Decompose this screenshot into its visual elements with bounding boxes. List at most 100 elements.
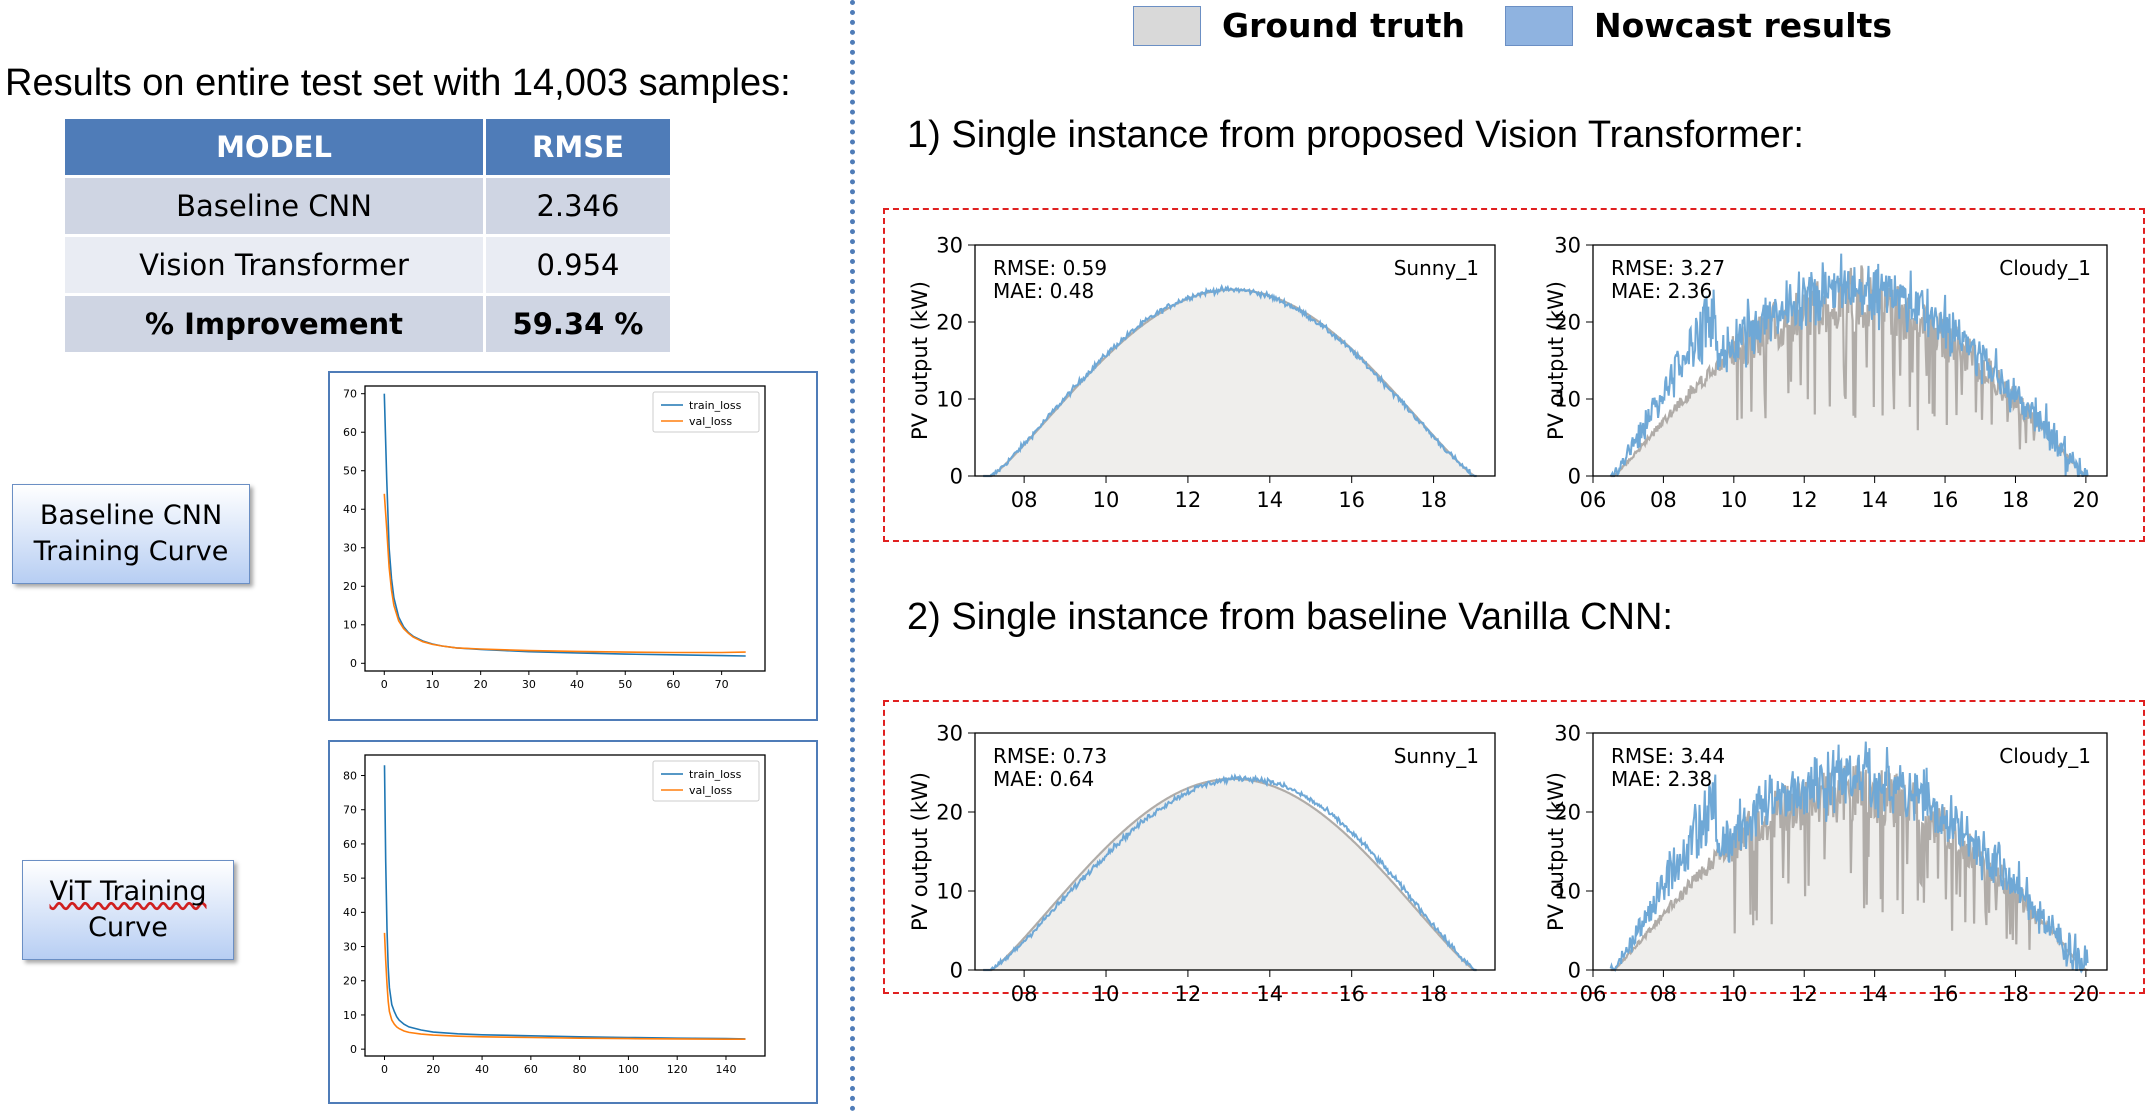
x-tick-label: 18 bbox=[1420, 488, 1447, 512]
y-tick-label: 20 bbox=[936, 310, 963, 334]
cell-model: Vision Transformer bbox=[65, 237, 483, 293]
y-tick-label: 70 bbox=[343, 388, 357, 401]
label-line: Training Curve bbox=[33, 536, 229, 567]
legend-swatch-nowcast bbox=[1505, 6, 1573, 46]
x-tick-label: 14 bbox=[1256, 488, 1283, 512]
plot-frame bbox=[364, 385, 766, 672]
y-tick-label: 30 bbox=[936, 721, 963, 745]
x-tick-label: 18 bbox=[2002, 982, 2029, 1006]
results-heading: Results on entire test set with 14,003 s… bbox=[5, 62, 791, 104]
cell-model: % Improvement bbox=[65, 296, 483, 352]
x-tick-label: 50 bbox=[618, 678, 632, 691]
ground-truth-area bbox=[983, 289, 1477, 476]
x-tick-label: 0 bbox=[381, 678, 388, 691]
x-tick-label: 60 bbox=[524, 1063, 538, 1076]
cell-model: Baseline CNN bbox=[65, 178, 483, 234]
y-axis-label: PV output (kW) bbox=[908, 772, 932, 931]
x-tick-label: 0 bbox=[381, 1063, 388, 1076]
x-tick-label: 12 bbox=[1175, 982, 1202, 1006]
x-tick-label: 16 bbox=[1932, 982, 1959, 1006]
ground-truth-area bbox=[1610, 765, 2088, 970]
y-tick-label: 50 bbox=[343, 872, 357, 885]
x-tick-label: 120 bbox=[667, 1063, 688, 1076]
x-tick-label: 10 bbox=[1720, 488, 1747, 512]
x-tick-label: 14 bbox=[1256, 982, 1283, 1006]
y-tick-label: 40 bbox=[343, 503, 357, 516]
nowcast-line bbox=[983, 283, 1477, 477]
section1-title: 1) Single instance from proposed Vision … bbox=[907, 114, 1804, 156]
label-line: Baseline CNN bbox=[39, 500, 223, 531]
x-tick-label: 40 bbox=[570, 678, 584, 691]
rmse-label: RMSE: 3.44 bbox=[1611, 744, 1725, 768]
x-tick-label: 08 bbox=[1650, 982, 1677, 1006]
legend-label: train_loss bbox=[689, 399, 742, 412]
header-rmse: RMSE bbox=[486, 119, 670, 175]
y-tick-label: 20 bbox=[1554, 310, 1581, 334]
x-tick-label: 08 bbox=[1650, 488, 1677, 512]
cnn-training-curve-label: Baseline CNN Training Curve bbox=[12, 484, 250, 584]
x-tick-label: 20 bbox=[474, 678, 488, 691]
table-row: % Improvement 59.34 % bbox=[65, 296, 670, 352]
table-row: Baseline CNN 2.346 bbox=[65, 178, 670, 234]
x-tick-label: 14 bbox=[1861, 488, 1888, 512]
nowcast-line bbox=[1609, 741, 2089, 974]
y-tick-label: 20 bbox=[936, 800, 963, 824]
y-tick-label: 30 bbox=[1554, 721, 1581, 745]
nowcast-line bbox=[983, 773, 1477, 971]
x-tick-label: 10 bbox=[425, 678, 439, 691]
rmse-label: RMSE: 3.27 bbox=[1611, 256, 1725, 280]
y-tick-label: 0 bbox=[1568, 958, 1581, 982]
x-tick-label: 18 bbox=[2002, 488, 2029, 512]
x-tick-label: 18 bbox=[1420, 982, 1447, 1006]
header-model: MODEL bbox=[65, 119, 483, 175]
y-tick-label: 30 bbox=[936, 233, 963, 257]
cell-rmse: 59.34 % bbox=[486, 296, 670, 352]
vit-training-chart: 0 20 40 60 80 100 120 140 0 10 20 30 40 50 60 70 80 train… bbox=[328, 740, 818, 1104]
instance-tag: Sunny_1 bbox=[1394, 744, 1479, 768]
legend-nowcast: Nowcast results bbox=[1594, 6, 1893, 45]
series-line-val_loss bbox=[383, 932, 746, 1041]
y-tick-label: 0 bbox=[1568, 464, 1581, 488]
y-tick-label: 30 bbox=[1554, 233, 1581, 257]
y-tick-label: 0 bbox=[350, 657, 357, 670]
x-tick-label: 16 bbox=[1338, 982, 1365, 1006]
cell-rmse: 2.346 bbox=[486, 178, 670, 234]
plot-frame bbox=[1592, 244, 2108, 477]
x-tick-label: 06 bbox=[1580, 982, 1607, 1006]
y-tick-label: 20 bbox=[1554, 800, 1581, 824]
rmse-table: MODEL RMSE Baseline CNN 2.346 Vision Tra… bbox=[62, 116, 673, 355]
x-tick-label: 10 bbox=[1093, 488, 1120, 512]
label-line: Curve bbox=[88, 912, 168, 943]
y-tick-label: 30 bbox=[343, 940, 357, 953]
x-tick-label: 16 bbox=[1932, 488, 1959, 512]
vit-training-curve-label: ViT Training Curve bbox=[22, 860, 234, 960]
x-tick-label: 10 bbox=[1093, 982, 1120, 1006]
x-tick-label: 80 bbox=[573, 1063, 587, 1076]
y-tick-label: 0 bbox=[950, 464, 963, 488]
x-tick-label: 20 bbox=[2073, 982, 2100, 1006]
x-tick-label: 30 bbox=[522, 678, 536, 691]
x-tick-label: 20 bbox=[426, 1063, 440, 1076]
rmse-label: RMSE: 0.73 bbox=[993, 744, 1107, 768]
x-tick-label: 140 bbox=[715, 1063, 736, 1076]
y-tick-label: 10 bbox=[343, 1009, 357, 1022]
y-tick-label: 10 bbox=[1554, 879, 1581, 903]
x-tick-label: 10 bbox=[1720, 982, 1747, 1006]
y-tick-label: 10 bbox=[936, 879, 963, 903]
x-tick-label: 14 bbox=[1861, 982, 1888, 1006]
instance-tag: Cloudy_1 bbox=[1999, 256, 2091, 280]
plot-frame bbox=[974, 732, 1496, 971]
y-tick-label: 50 bbox=[343, 465, 357, 478]
series-line-val_loss bbox=[383, 493, 746, 654]
plot-frame bbox=[974, 244, 1496, 477]
x-tick-label: 40 bbox=[475, 1063, 489, 1076]
instance-tag: Sunny_1 bbox=[1394, 256, 1479, 280]
legend-swatch-ground-truth bbox=[1133, 6, 1201, 46]
x-tick-label: 16 bbox=[1338, 488, 1365, 512]
y-tick-label: 80 bbox=[343, 769, 357, 782]
mae-label: MAE: 0.64 bbox=[993, 767, 1094, 791]
legend-box bbox=[652, 760, 760, 802]
